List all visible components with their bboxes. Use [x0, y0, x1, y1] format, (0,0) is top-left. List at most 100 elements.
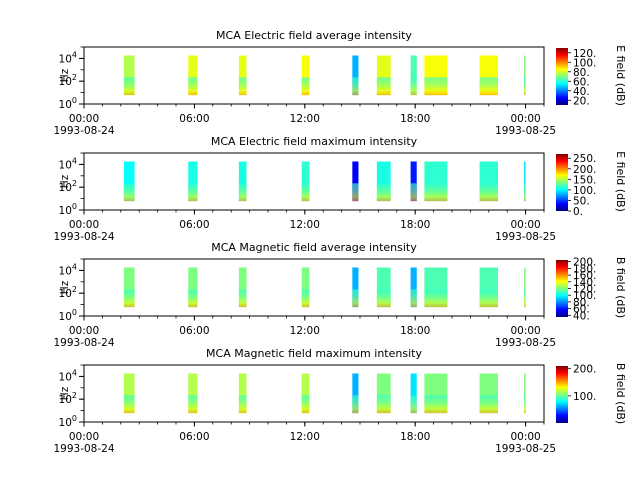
colorbar-tick-label: 160.	[573, 270, 596, 282]
colorbar-tick-label: 50.	[573, 195, 590, 207]
x-tick-label: 00:00	[69, 325, 99, 337]
data-block-low-freq	[410, 395, 417, 414]
colorbar-label: B field (dB)	[614, 363, 627, 424]
data-block	[188, 373, 198, 414]
colorbar: 40.60.80.100.120.140.160.180.200. B field…	[556, 257, 627, 322]
data-block-low-freq	[123, 77, 135, 96]
y-tick-label: 104	[59, 156, 77, 171]
x-tick-date: 1993-08-24	[53, 337, 114, 349]
data-block-low-freq	[424, 183, 448, 202]
x-tick-label: 06:00	[179, 219, 209, 231]
data-block-low-freq	[301, 77, 310, 96]
data-block-low-freq	[123, 289, 135, 308]
x-tick-label: 00:00	[510, 113, 540, 125]
colorbar: 100. 200. B field (dB)	[556, 363, 627, 424]
colorbar-tick-label: 20.	[573, 95, 590, 107]
x-tick-label: 06:00	[179, 113, 209, 125]
colorbar: 20.40.60.80.100.120. E field (dB)	[556, 45, 627, 107]
data-block	[524, 161, 526, 202]
data-block-low-freq	[352, 183, 359, 202]
colorbar-tick-label: 180.	[573, 263, 596, 275]
colorbar-tick-label: 80.	[573, 67, 590, 79]
data-block	[410, 161, 417, 202]
data-block-low-freq	[524, 289, 526, 308]
y-tick-label: 102	[59, 391, 77, 406]
data-block-low-freq	[352, 395, 359, 414]
colorbar: 0.50.100.150.200.250. E field (dB)	[556, 151, 627, 218]
colorbar-label: E field (dB)	[614, 151, 627, 212]
data-block-low-freq	[479, 183, 498, 202]
plot-frame	[83, 364, 545, 423]
x-tick-date: 1993-08-25	[495, 337, 556, 349]
y-axis-label: Hz	[59, 386, 71, 400]
data-block-low-freq	[479, 289, 498, 308]
colorbar-tick-label: 40.	[573, 86, 590, 98]
data-block-low-freq	[238, 395, 247, 414]
colorbar-tick-label: 120.	[573, 284, 596, 296]
colorbar-tick-label: 200.	[573, 164, 596, 176]
colorbar-tick-label: 80.	[573, 297, 590, 309]
data-block	[410, 373, 417, 414]
data-block-low-freq	[188, 77, 198, 96]
colorbar-tick-label: 140.	[573, 277, 596, 289]
data-block	[238, 267, 247, 308]
y-tick-label: 100	[59, 308, 77, 323]
colorbar-tick-label: 100.	[573, 185, 596, 197]
y-tick-label: 104	[59, 50, 77, 65]
x-tick-date: 1993-08-25	[495, 125, 556, 137]
x-tick-label: 00:00	[510, 219, 540, 231]
data-block-low-freq	[524, 77, 526, 96]
x-tick-date: 1993-08-25	[495, 443, 556, 455]
data-block-low-freq	[301, 395, 310, 414]
panel-3: MCA Magnetic field average intensity 100 1…	[53, 241, 627, 349]
data-block	[238, 161, 247, 202]
x-tick-label: 12:00	[290, 325, 320, 337]
data-block-low-freq	[410, 289, 417, 308]
colorbar-tick-label: 120.	[573, 48, 596, 60]
x-tick-label: 12:00	[290, 113, 320, 125]
data-block	[238, 55, 247, 96]
data-block	[123, 55, 135, 96]
colorbar-tick-label: 100.	[573, 290, 596, 302]
data-block-low-freq	[123, 183, 135, 202]
x-tick-label: 12:00	[290, 219, 320, 231]
data-block	[352, 267, 359, 308]
colorbar-scale	[556, 366, 568, 423]
data-block	[188, 267, 198, 308]
colorbar-tick-label: 150.	[573, 174, 596, 186]
y-tick-label: 100	[59, 414, 77, 429]
colorbar-scale	[556, 48, 568, 105]
data-block-low-freq	[188, 395, 198, 414]
panel-title: MCA Electric field average intensity	[216, 29, 412, 42]
colorbar-label: E field (dB)	[614, 45, 627, 106]
y-tick-label: 100	[59, 96, 77, 111]
colorbar-label: B field (dB)	[614, 257, 627, 318]
data-block-low-freq	[352, 289, 359, 308]
colorbar-tick-label: 100.	[573, 57, 596, 69]
data-block	[352, 55, 359, 96]
plot-frame	[83, 46, 545, 105]
data-block	[524, 373, 526, 414]
x-tick-date: 1993-08-24	[53, 443, 114, 455]
data-block-low-freq	[238, 77, 247, 96]
data-block-low-freq	[424, 289, 448, 308]
x-tick-date: 1993-08-25	[495, 231, 556, 243]
colorbar-tick-label: 60.	[573, 304, 590, 316]
y-axis-label: Hz	[59, 68, 71, 82]
data-block	[352, 373, 359, 414]
y-tick-label: 102	[59, 285, 77, 300]
x-tick-label: 00:00	[69, 431, 99, 443]
data-block	[301, 161, 310, 202]
data-block-low-freq	[301, 289, 310, 308]
panel-4: MCA Magnetic field maximum intensity 100 1…	[53, 347, 627, 455]
plot-frame	[83, 152, 545, 211]
data-block	[410, 267, 417, 308]
data-block-low-freq	[479, 395, 498, 414]
x-tick-label: 06:00	[179, 431, 209, 443]
colorbar-scale	[556, 260, 568, 317]
data-block-low-freq	[238, 183, 247, 202]
data-block-low-freq	[301, 183, 310, 202]
colorbar-tick-label: 0.	[573, 206, 583, 218]
x-tick-label: 12:00	[290, 431, 320, 443]
